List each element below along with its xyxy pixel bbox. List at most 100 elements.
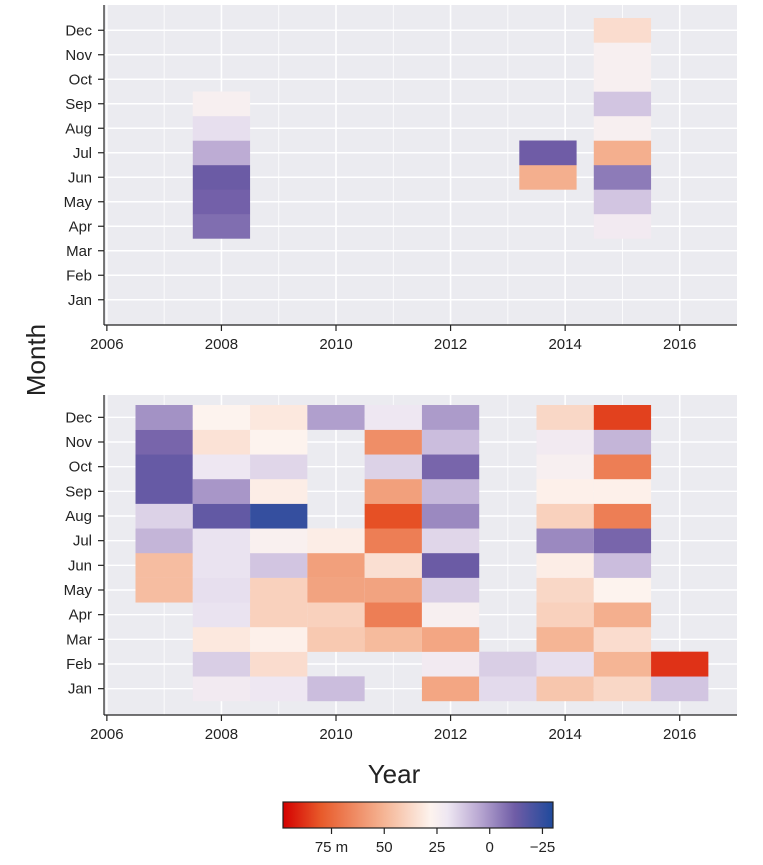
heatmap-cell <box>364 553 422 578</box>
heatmap-cell <box>250 553 308 578</box>
heatmap-cell <box>479 676 537 702</box>
y-tick-label: Aug <box>65 508 92 525</box>
heatmap-cell <box>593 405 652 430</box>
heatmap-cell <box>192 429 251 455</box>
heatmap-cell <box>250 405 308 430</box>
bottom-x-axis: 2006 2008 2010 2012 2014 2016 <box>90 714 737 743</box>
heatmap-cell <box>421 627 480 652</box>
x-tick-label: 2012 <box>434 726 467 743</box>
colorbar-tick-label: 0 <box>486 839 494 856</box>
heatmap-cell <box>364 577 422 603</box>
heatmap-cell <box>651 676 709 702</box>
heatmap-cell <box>250 528 308 554</box>
heatmap-cell <box>536 503 594 529</box>
heatmap-cell <box>250 627 308 652</box>
heatmap-cell <box>536 651 594 677</box>
heatmap-cell <box>421 528 480 554</box>
heatmap-cell <box>192 602 251 628</box>
heatmap-cell <box>593 165 652 190</box>
x-tick-label: 2006 <box>90 726 123 743</box>
heatmap-cell <box>421 429 480 455</box>
heatmap-cell <box>307 577 365 603</box>
bottom-heatmap-panel: Jan Feb Mar Apr May Jun Jul Aug Sep Oct Nov Dec 200… <box>64 395 737 743</box>
heatmap-cell <box>593 651 652 677</box>
heatmap-cell <box>364 627 422 652</box>
heatmap-cell <box>593 140 652 166</box>
bottom-y-axis: Jan Feb Mar Apr May Jun Jul Aug Sep Oct Nov Dec <box>64 395 105 715</box>
heatmap-cell <box>364 405 422 430</box>
y-tick-label: Apr <box>69 218 92 235</box>
heatmap-cell <box>536 405 594 430</box>
heatmap-cell <box>192 91 251 117</box>
heatmap-cell <box>250 503 308 529</box>
x-tick-label: 2012 <box>434 336 467 353</box>
heatmap-cell <box>519 165 577 190</box>
heatmap-cell <box>250 577 308 603</box>
heatmap-cell <box>651 651 709 677</box>
heatmap-cell <box>593 528 652 554</box>
heatmap-cell <box>536 479 594 504</box>
x-tick-label: 2008 <box>205 726 238 743</box>
heatmap-cell <box>519 140 577 166</box>
y-tick-label: May <box>64 582 93 599</box>
heatmap-cell <box>421 577 480 603</box>
heatmap-cell <box>536 602 594 628</box>
y-tick-label: Feb <box>66 656 92 673</box>
heatmap-cell <box>192 553 251 578</box>
heatmap-cell <box>479 651 537 677</box>
heatmap-cell <box>593 214 652 239</box>
heatmap-cell <box>593 42 652 68</box>
heatmap-cell <box>250 479 308 504</box>
top-x-axis: 2006 2008 2010 2012 2014 2016 <box>90 324 737 353</box>
heatmap-cell <box>135 553 193 578</box>
colorbar-tick-label: −25 <box>530 839 555 856</box>
y-tick-label: Nov <box>65 47 92 64</box>
x-tick-label: 2016 <box>663 336 696 353</box>
heatmap-cell <box>364 429 422 455</box>
heatmap-cell <box>192 577 251 603</box>
heatmap-cell <box>192 189 251 215</box>
top-y-axis: Jan Feb Mar Apr May Jun Jul Aug Sep Oct Nov Dec <box>64 5 105 325</box>
heatmap-cell <box>192 651 251 677</box>
heatmap-cell <box>192 503 251 529</box>
heatmap-cell <box>593 91 652 117</box>
colorbar-tick-label: 75 m <box>315 839 348 856</box>
y-tick-label: Mar <box>66 631 92 648</box>
y-tick-label: Jul <box>73 533 92 550</box>
heatmap-cell <box>307 627 365 652</box>
heatmap-cell <box>536 676 594 702</box>
heatmap-cell <box>421 651 480 677</box>
heatmap-cell <box>593 479 652 504</box>
colorbar-tick-label: 50 <box>376 839 393 856</box>
y-tick-label: Mar <box>66 243 92 260</box>
heatmap-cell <box>364 503 422 529</box>
heatmap-cell <box>536 627 594 652</box>
heatmap-cell <box>307 676 365 702</box>
heatmap-cell <box>192 214 251 239</box>
y-tick-label: Oct <box>69 459 93 476</box>
heatmap-cell <box>135 405 193 430</box>
colorbar-tick-label: 25 <box>429 839 446 856</box>
heatmap-cell <box>593 189 652 215</box>
heatmap-cell <box>593 116 652 141</box>
colorbar-ticks: 75 m 50 25 0 −25 <box>315 828 555 856</box>
heatmap-cell <box>192 676 251 702</box>
heatmap-cell <box>135 503 193 529</box>
heatmap-cell <box>135 429 193 455</box>
heatmap-cell <box>192 405 251 430</box>
y-axis-title: Month <box>21 324 51 396</box>
y-tick-label: Jan <box>68 681 92 698</box>
heatmap-cell <box>307 528 365 554</box>
colorbar-gradient <box>282 801 554 829</box>
heatmap-cell <box>364 528 422 554</box>
y-tick-label: Aug <box>65 120 92 137</box>
heatmap-cell <box>421 405 480 430</box>
x-tick-label: 2006 <box>90 336 123 353</box>
x-tick-label: 2014 <box>548 726 581 743</box>
y-tick-label: Dec <box>65 409 92 426</box>
heatmap-cell <box>536 553 594 578</box>
heatmap-cell <box>192 116 251 141</box>
heatmap-cell <box>307 405 365 430</box>
heatmap-cell <box>536 454 594 480</box>
